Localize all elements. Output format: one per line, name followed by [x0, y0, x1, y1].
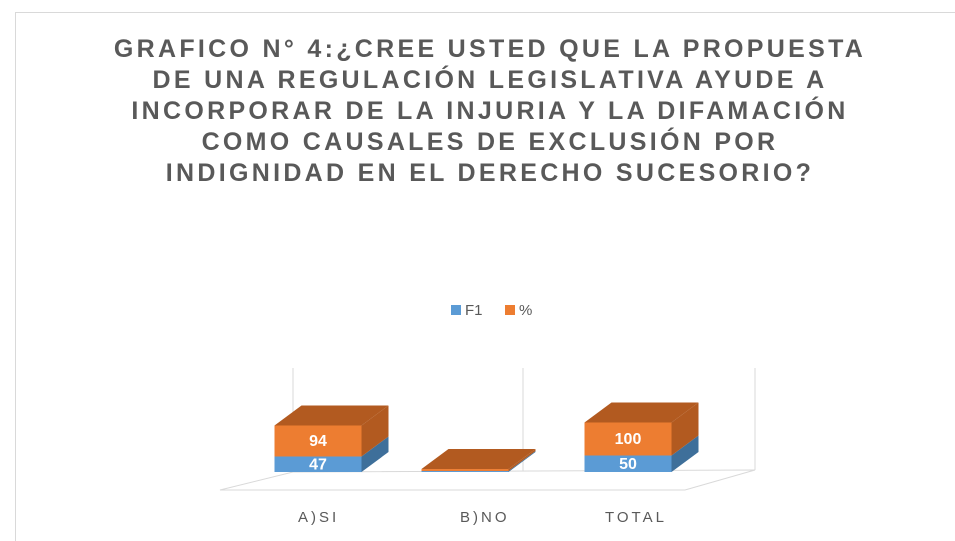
- bar-top: [584, 402, 699, 423]
- legend-label: %: [519, 302, 532, 319]
- floor: [219, 469, 756, 491]
- bar-top: [274, 405, 389, 426]
- chart-title: GRAFICO N° 4:¿CREE USTED QUE LA PROPUEST…: [113, 35, 867, 187]
- bar-front: [421, 471, 509, 472]
- bar-side: [671, 435, 699, 472]
- bar-top: [421, 449, 536, 470]
- bar-front: [274, 456, 362, 472]
- bar-side: [508, 449, 536, 472]
- bar-front: [584, 455, 672, 472]
- bar-front: [584, 422, 672, 456]
- data-label: 94: [309, 433, 327, 450]
- data-label: 100: [615, 431, 642, 448]
- bar-side: [361, 405, 389, 457]
- x-tick-label: B)NO: [460, 509, 510, 526]
- bar-front: [421, 469, 509, 472]
- bar-front: [274, 425, 362, 457]
- bar-segment: [421, 451, 536, 472]
- bar-segment: [584, 402, 699, 456]
- legend-swatch: [451, 305, 461, 315]
- bar-segment: [421, 449, 536, 472]
- x-tick-label: TOTAL: [605, 509, 667, 526]
- bar-side: [508, 451, 536, 472]
- bar-segment: [584, 435, 699, 472]
- x-tick-label: A)SI: [298, 509, 339, 526]
- legend-swatch: [505, 305, 515, 315]
- bar-segment: [274, 436, 389, 472]
- bar-side: [361, 436, 389, 472]
- bar-side: [671, 402, 699, 456]
- bar-segment: [274, 405, 389, 457]
- data-label: 47: [309, 456, 327, 473]
- legend-label: F1: [465, 302, 483, 319]
- chart-border: [15, 12, 955, 541]
- data-label: 50: [619, 456, 637, 473]
